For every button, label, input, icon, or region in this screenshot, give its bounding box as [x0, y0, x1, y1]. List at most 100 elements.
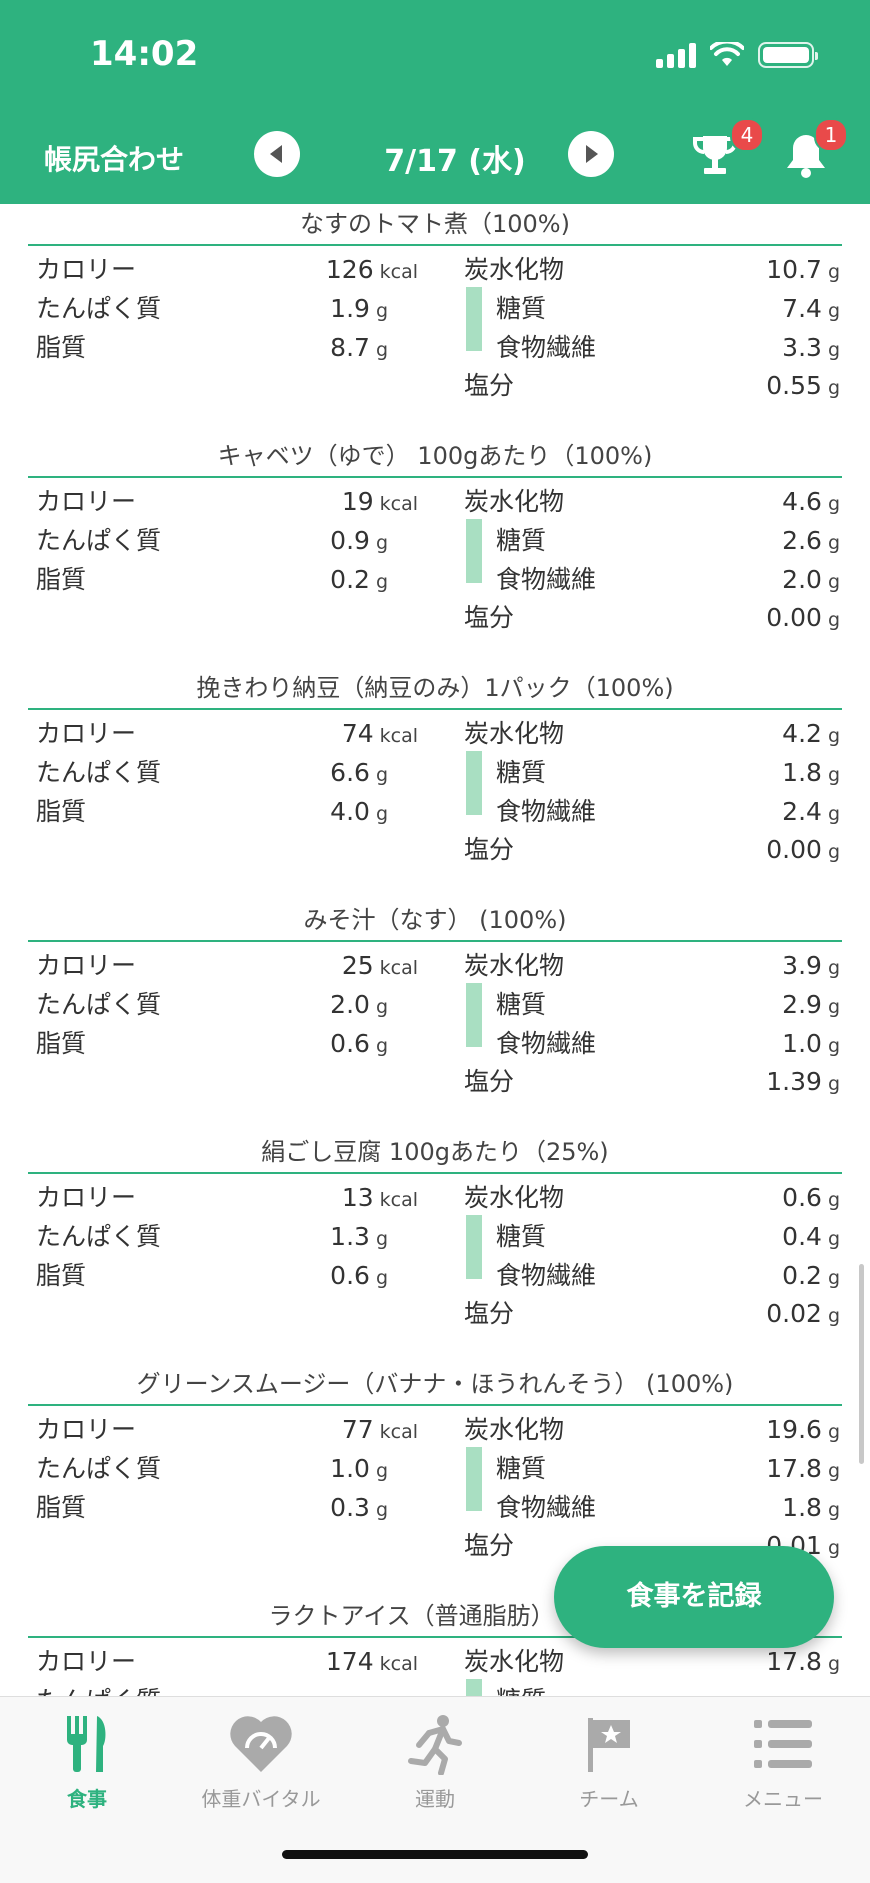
tab-menu[interactable]: メニュー [696, 1711, 870, 1811]
food-title[interactable]: ラクトアイス（普通脂肪） 1個 [268, 1602, 602, 1630]
food-item[interactable]: ラクトアイス（普通脂肪） 1個カロリーたんぱく質脂質炭水化物糖質食物繊維塩分17… [28, 1596, 842, 1696]
unit-label: kcal [379, 957, 418, 979]
food-item[interactable]: 絹ごし豆腐 100gあたり（25%) カロリー たんぱく質 脂質 炭水化物 糖質 食物繊維塩… [28, 1132, 842, 1364]
calorie-label: カロリー [36, 719, 137, 748]
flag-icon [588, 1718, 630, 1772]
scrollbar[interactable] [859, 1264, 864, 1464]
fat-label: 脂質 [36, 1261, 87, 1290]
calorie-value-number: 19 [341, 487, 374, 516]
status-icons [656, 42, 818, 68]
food-divider [28, 708, 842, 710]
unit-label: g [827, 1499, 840, 1521]
protein-value-number: 1.0 [330, 1454, 370, 1483]
prev-date-button[interactable] [254, 131, 300, 177]
sugar-value-number: 2.9 [782, 990, 822, 1019]
sugar-label: 糖質 [496, 758, 547, 787]
food-title[interactable]: なすのトマト煮（100%) [300, 210, 570, 238]
sugar-fiber-bar [466, 983, 482, 1047]
carbs-label: 炭水化物 [464, 951, 565, 980]
fiber-value: 3.3 g [628, 330, 840, 366]
sugar-fiber-bar [466, 1215, 482, 1279]
protein-label: たんぱく質 [36, 1454, 162, 1483]
salt-value-number: 1.39 [766, 1067, 822, 1096]
unit-label: g [375, 532, 388, 554]
sugar-value: 1.8 g [628, 755, 840, 791]
unit-label: g [827, 377, 840, 399]
fat-label: 脂質 [36, 1493, 87, 1522]
status-time: 14:02 [90, 34, 199, 74]
protein-label: たんぱく質 [36, 990, 162, 1019]
food-title[interactable]: 挽きわり納豆（納豆のみ）1パック（100%) [196, 674, 674, 702]
sugar-label: 糖質 [496, 526, 547, 555]
salt-value-number: 0.02 [766, 1299, 822, 1328]
fat-value-number: 0.6 [330, 1261, 370, 1290]
next-date-button[interactable] [568, 131, 614, 177]
food-title[interactable]: キャベツ（ゆで） 100gあたり（100%) [217, 442, 653, 470]
tab-meal[interactable]: 食事 [0, 1711, 174, 1811]
food-item[interactable]: グリーンスムージー（バナナ・ほうれんそう） (100%) カロリー たんぱく質 脂質 炭… [28, 1364, 842, 1596]
food-item[interactable]: 挽きわり納豆（納豆のみ）1パック（100%) カロリー たんぱく質 脂質 炭水化物 糖質食… [28, 668, 842, 900]
fat-value-number: 4.0 [330, 797, 370, 826]
tab-team[interactable]: チーム [522, 1711, 696, 1811]
food-item[interactable]: キャベツ（ゆで） 100gあたり（100%) カロリー たんぱく質 脂質 炭水化物 糖質食… [28, 436, 842, 668]
unit-label: g [375, 1228, 388, 1250]
unit-label: g [827, 841, 840, 863]
fat-label: 脂質 [36, 1029, 87, 1058]
protein-label: たんぱく質 [36, 294, 162, 323]
wifi-icon [710, 42, 744, 66]
current-date[interactable]: 7/17 (水) [384, 144, 526, 179]
calorie-label: カロリー [36, 1183, 137, 1212]
fat-value: 0.6 g [208, 1026, 388, 1062]
protein-value: 1.9 g [208, 291, 388, 327]
unit-label: g [375, 339, 388, 361]
salt-value: 1.39 g [628, 1064, 840, 1100]
tab-weight-vital[interactable]: 体重バイタル [174, 1711, 348, 1811]
notification-button[interactable]: 1 [782, 118, 848, 184]
sugar-value: 17.8 g [628, 1451, 840, 1487]
home-indicator [282, 1850, 588, 1859]
food-list[interactable]: なすのトマト煮（100%) カロリー たんぱく質 脂質 炭水化物 糖質 食物繊維 塩分 126 k… [0, 204, 870, 1696]
food-title[interactable]: 絹ごし豆腐 100gあたり（25%) [261, 1138, 609, 1166]
protein-value: 1.0 g [208, 1451, 388, 1487]
sugar-value: 2.9 g [628, 987, 840, 1023]
sugar-label: 糖質 [496, 294, 547, 323]
carbs-value-number: 4.2 [782, 719, 822, 748]
battery-icon [758, 42, 818, 68]
food-item[interactable]: みそ汁（なす） (100%) カロリー たんぱく質 脂質 炭水化物 糖質 食物繊維 塩分 25 k… [28, 900, 842, 1132]
unit-label: g [827, 1267, 840, 1289]
calorie-value: 13 kcal [208, 1180, 418, 1216]
calorie-value-number: 74 [341, 719, 374, 748]
food-title[interactable]: みそ汁（なす） (100%) [303, 906, 567, 934]
sugar-value-number: 2.6 [782, 526, 822, 555]
unit-label: g [375, 1267, 388, 1289]
tab-label: チーム [579, 1787, 639, 1811]
fat-value: 0.3 g [208, 1490, 388, 1526]
food-item[interactable]: なすのトマト煮（100%) カロリー たんぱく質 脂質 炭水化物 糖質 食物繊維 塩分 126 k… [28, 204, 842, 436]
fat-value-number: 0.2 [330, 565, 370, 594]
fiber-value-number: 1.0 [782, 1029, 822, 1058]
fat-value: 0.6 g [208, 1258, 388, 1294]
signal-icon [656, 42, 696, 68]
protein-label: たんぱく質 [36, 1222, 162, 1251]
carbs-label: 炭水化物 [464, 487, 565, 516]
trophy-button[interactable]: 4 [690, 118, 764, 184]
sugar-value-number: 17.8 [766, 1454, 822, 1483]
sugar-fiber-bar [466, 1679, 482, 1696]
food-title[interactable]: グリーンスムージー（バナナ・ほうれんそう） (100%) [136, 1370, 734, 1398]
calorie-value: 25 kcal [208, 948, 418, 984]
record-meal-button[interactable]: 食事を記録 [554, 1546, 834, 1648]
trophy-badge: 4 [730, 118, 764, 152]
unit-label: g [827, 803, 840, 825]
protein-value: 0.9 g [208, 523, 388, 559]
salt-label: 塩分 [464, 835, 515, 864]
tab-label: メニュー [743, 1787, 823, 1811]
carbs-value-number: 3.9 [782, 951, 822, 980]
tab-exercise[interactable]: 運動 [348, 1711, 522, 1811]
protein-label: たんぱく質 [36, 758, 162, 787]
carbs-label: 炭水化物 [464, 1647, 565, 1676]
carbs-value-number: 4.6 [782, 487, 822, 516]
calorie-label: カロリー [36, 951, 137, 980]
calorie-label: カロリー [36, 487, 137, 516]
protein-value-number: 0.9 [330, 526, 370, 555]
unit-label: kcal [379, 261, 418, 283]
